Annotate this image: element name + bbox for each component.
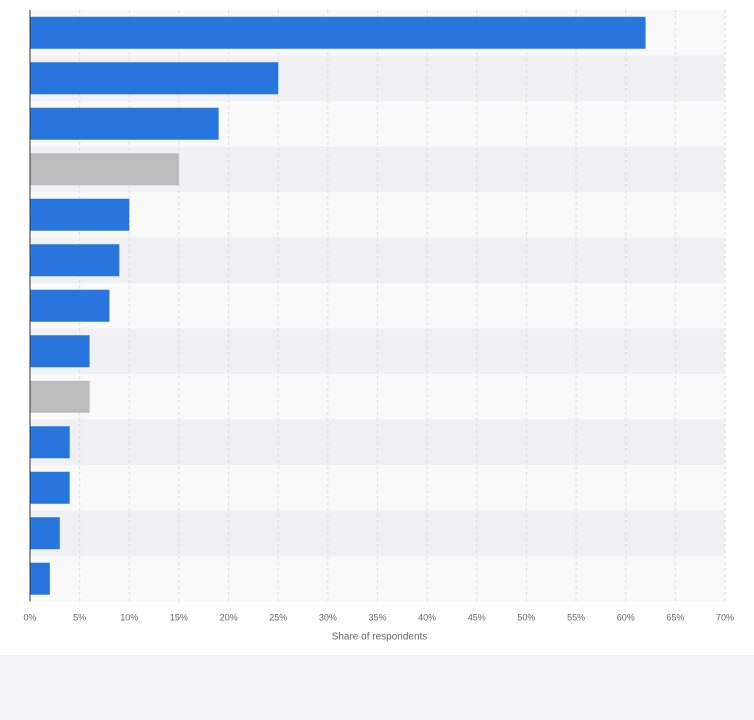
bar [30,562,50,595]
x-tick-label: 65% [666,613,684,623]
x-tick-label: 0% [23,613,36,623]
x-tick-label: 15% [170,613,188,623]
bar [30,471,70,504]
x-tick-label: 30% [319,613,337,623]
chart-card: 0% 5% 10% 15% 20% 25% 30% 35% 40% 45% 50% 55% 60% 65%… [0,0,754,655]
x-tick-label: 55% [567,613,585,623]
x-tick-label: 50% [517,613,535,623]
x-axis-title: Share of respondents [332,632,428,643]
x-tick-label: 5% [73,613,86,623]
x-tick-label: 20% [220,613,238,623]
bar [30,380,90,413]
bar [30,244,120,277]
bar-chart: 0% 5% 10% 15% 20% 25% 30% 35% 40% 45% 50% 55% 60% 65%… [23,10,734,643]
bar [30,16,646,49]
bar [30,198,130,231]
bar [30,426,70,459]
x-tick-label: 10% [120,613,138,623]
x-tick-label: 25% [269,613,287,623]
x-tick-labels: 0% 5% 10% 15% 20% 25% 30% 35% 40% 45% 50% 55% 60% 65%… [23,613,734,623]
bar [30,107,219,140]
x-tick-label: 45% [468,613,486,623]
bar [30,289,110,322]
footer-strip [0,655,754,720]
x-tick-label: 35% [368,613,386,623]
bar [30,335,90,368]
bar [30,62,279,95]
bars [30,16,646,595]
bar [30,517,60,550]
x-tick-label: 40% [418,613,436,623]
bar [30,153,179,186]
x-tick-label: 70% [716,613,734,623]
x-tick-label: 60% [617,613,635,623]
